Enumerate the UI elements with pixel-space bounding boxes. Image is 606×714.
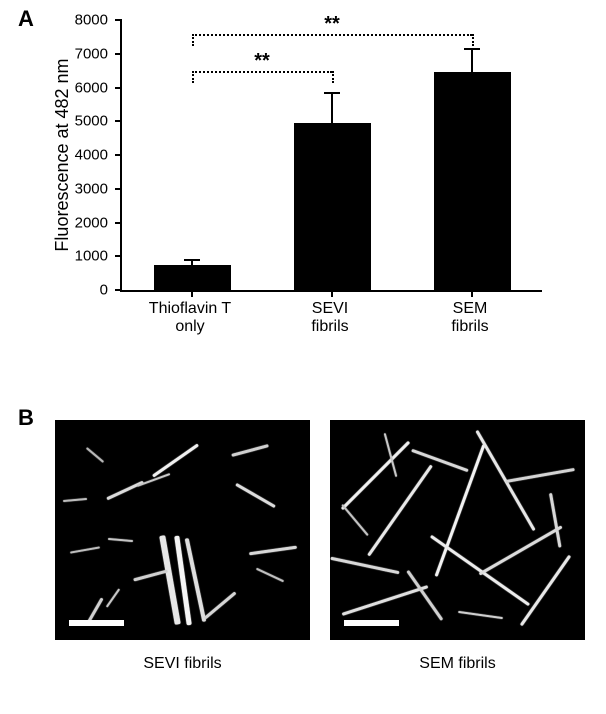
error-bar — [331, 93, 333, 123]
plot-area: **** — [120, 20, 542, 292]
panel-a-label: A — [18, 6, 34, 32]
fibril — [367, 464, 433, 556]
bar — [294, 123, 371, 290]
y-tick-label: 4000 — [48, 147, 108, 164]
y-tick — [115, 222, 122, 224]
fibril — [458, 611, 503, 619]
x-tick — [471, 290, 473, 297]
y-tick — [115, 255, 122, 257]
fibril — [133, 569, 167, 580]
y-tick — [115, 87, 122, 89]
fibril — [331, 557, 400, 574]
x-category-label: SEVI fibrils — [260, 300, 400, 336]
fibril — [549, 493, 561, 548]
em-image-sevi — [55, 420, 310, 640]
panel-a-chart: **** Fluorescence at 482 nm 010002000300… — [120, 20, 540, 370]
y-tick-label: 3000 — [48, 180, 108, 197]
significance-bracket-end — [192, 34, 194, 46]
x-tick — [191, 290, 193, 297]
y-tick-label: 6000 — [48, 79, 108, 96]
fibril — [430, 534, 530, 605]
bar — [434, 72, 511, 290]
fibril — [235, 482, 275, 507]
x-category-label: Thioflavin T only — [120, 300, 260, 336]
em-caption-sevi: SEVI fibrils — [55, 655, 310, 673]
figure-root: A **** Fluorescence at 482 nm 0100020003… — [0, 0, 606, 714]
y-tick-label: 7000 — [48, 45, 108, 62]
y-tick — [115, 289, 122, 291]
significance-label: ** — [254, 50, 270, 73]
fibril — [204, 591, 236, 619]
significance-bracket-end — [472, 34, 474, 46]
fibril — [86, 447, 104, 463]
scale-bar — [344, 620, 399, 626]
em-caption-sem: SEM fibrils — [330, 655, 585, 673]
em-image-sem — [330, 420, 585, 640]
y-tick — [115, 19, 122, 21]
fibril — [70, 546, 100, 553]
error-bar — [471, 49, 473, 73]
fibril — [231, 444, 268, 456]
panel-b-label: B — [18, 405, 34, 431]
error-bar-cap — [464, 48, 480, 50]
y-tick — [115, 188, 122, 190]
fibril — [106, 588, 120, 607]
y-tick-label: 0 — [48, 282, 108, 299]
fibril — [152, 443, 199, 477]
fibril — [249, 545, 297, 554]
fibril — [505, 468, 574, 483]
x-tick — [331, 290, 333, 297]
x-category-label: SEM fibrils — [400, 300, 540, 336]
y-tick-label: 5000 — [48, 113, 108, 130]
y-tick-label: 8000 — [48, 12, 108, 29]
fibril — [411, 449, 468, 472]
y-tick-label: 1000 — [48, 248, 108, 265]
y-tick — [115, 154, 122, 156]
fibril — [63, 498, 87, 502]
significance-bracket-end — [332, 71, 334, 83]
significance-bracket-end — [192, 71, 194, 83]
fibril — [340, 440, 409, 509]
significance-label: ** — [324, 13, 340, 36]
fibril — [341, 504, 368, 536]
y-tick-label: 2000 — [48, 214, 108, 231]
y-tick — [115, 53, 122, 55]
fibril — [87, 597, 103, 622]
fibril — [107, 538, 132, 542]
fibril — [407, 570, 443, 621]
fibril — [519, 554, 570, 625]
fibril — [478, 525, 562, 575]
y-tick — [115, 120, 122, 122]
fibril — [256, 568, 284, 582]
error-bar-cap — [184, 259, 200, 261]
fibril — [342, 585, 429, 616]
bar — [154, 265, 231, 290]
scale-bar — [69, 620, 124, 626]
error-bar-cap — [324, 92, 340, 94]
